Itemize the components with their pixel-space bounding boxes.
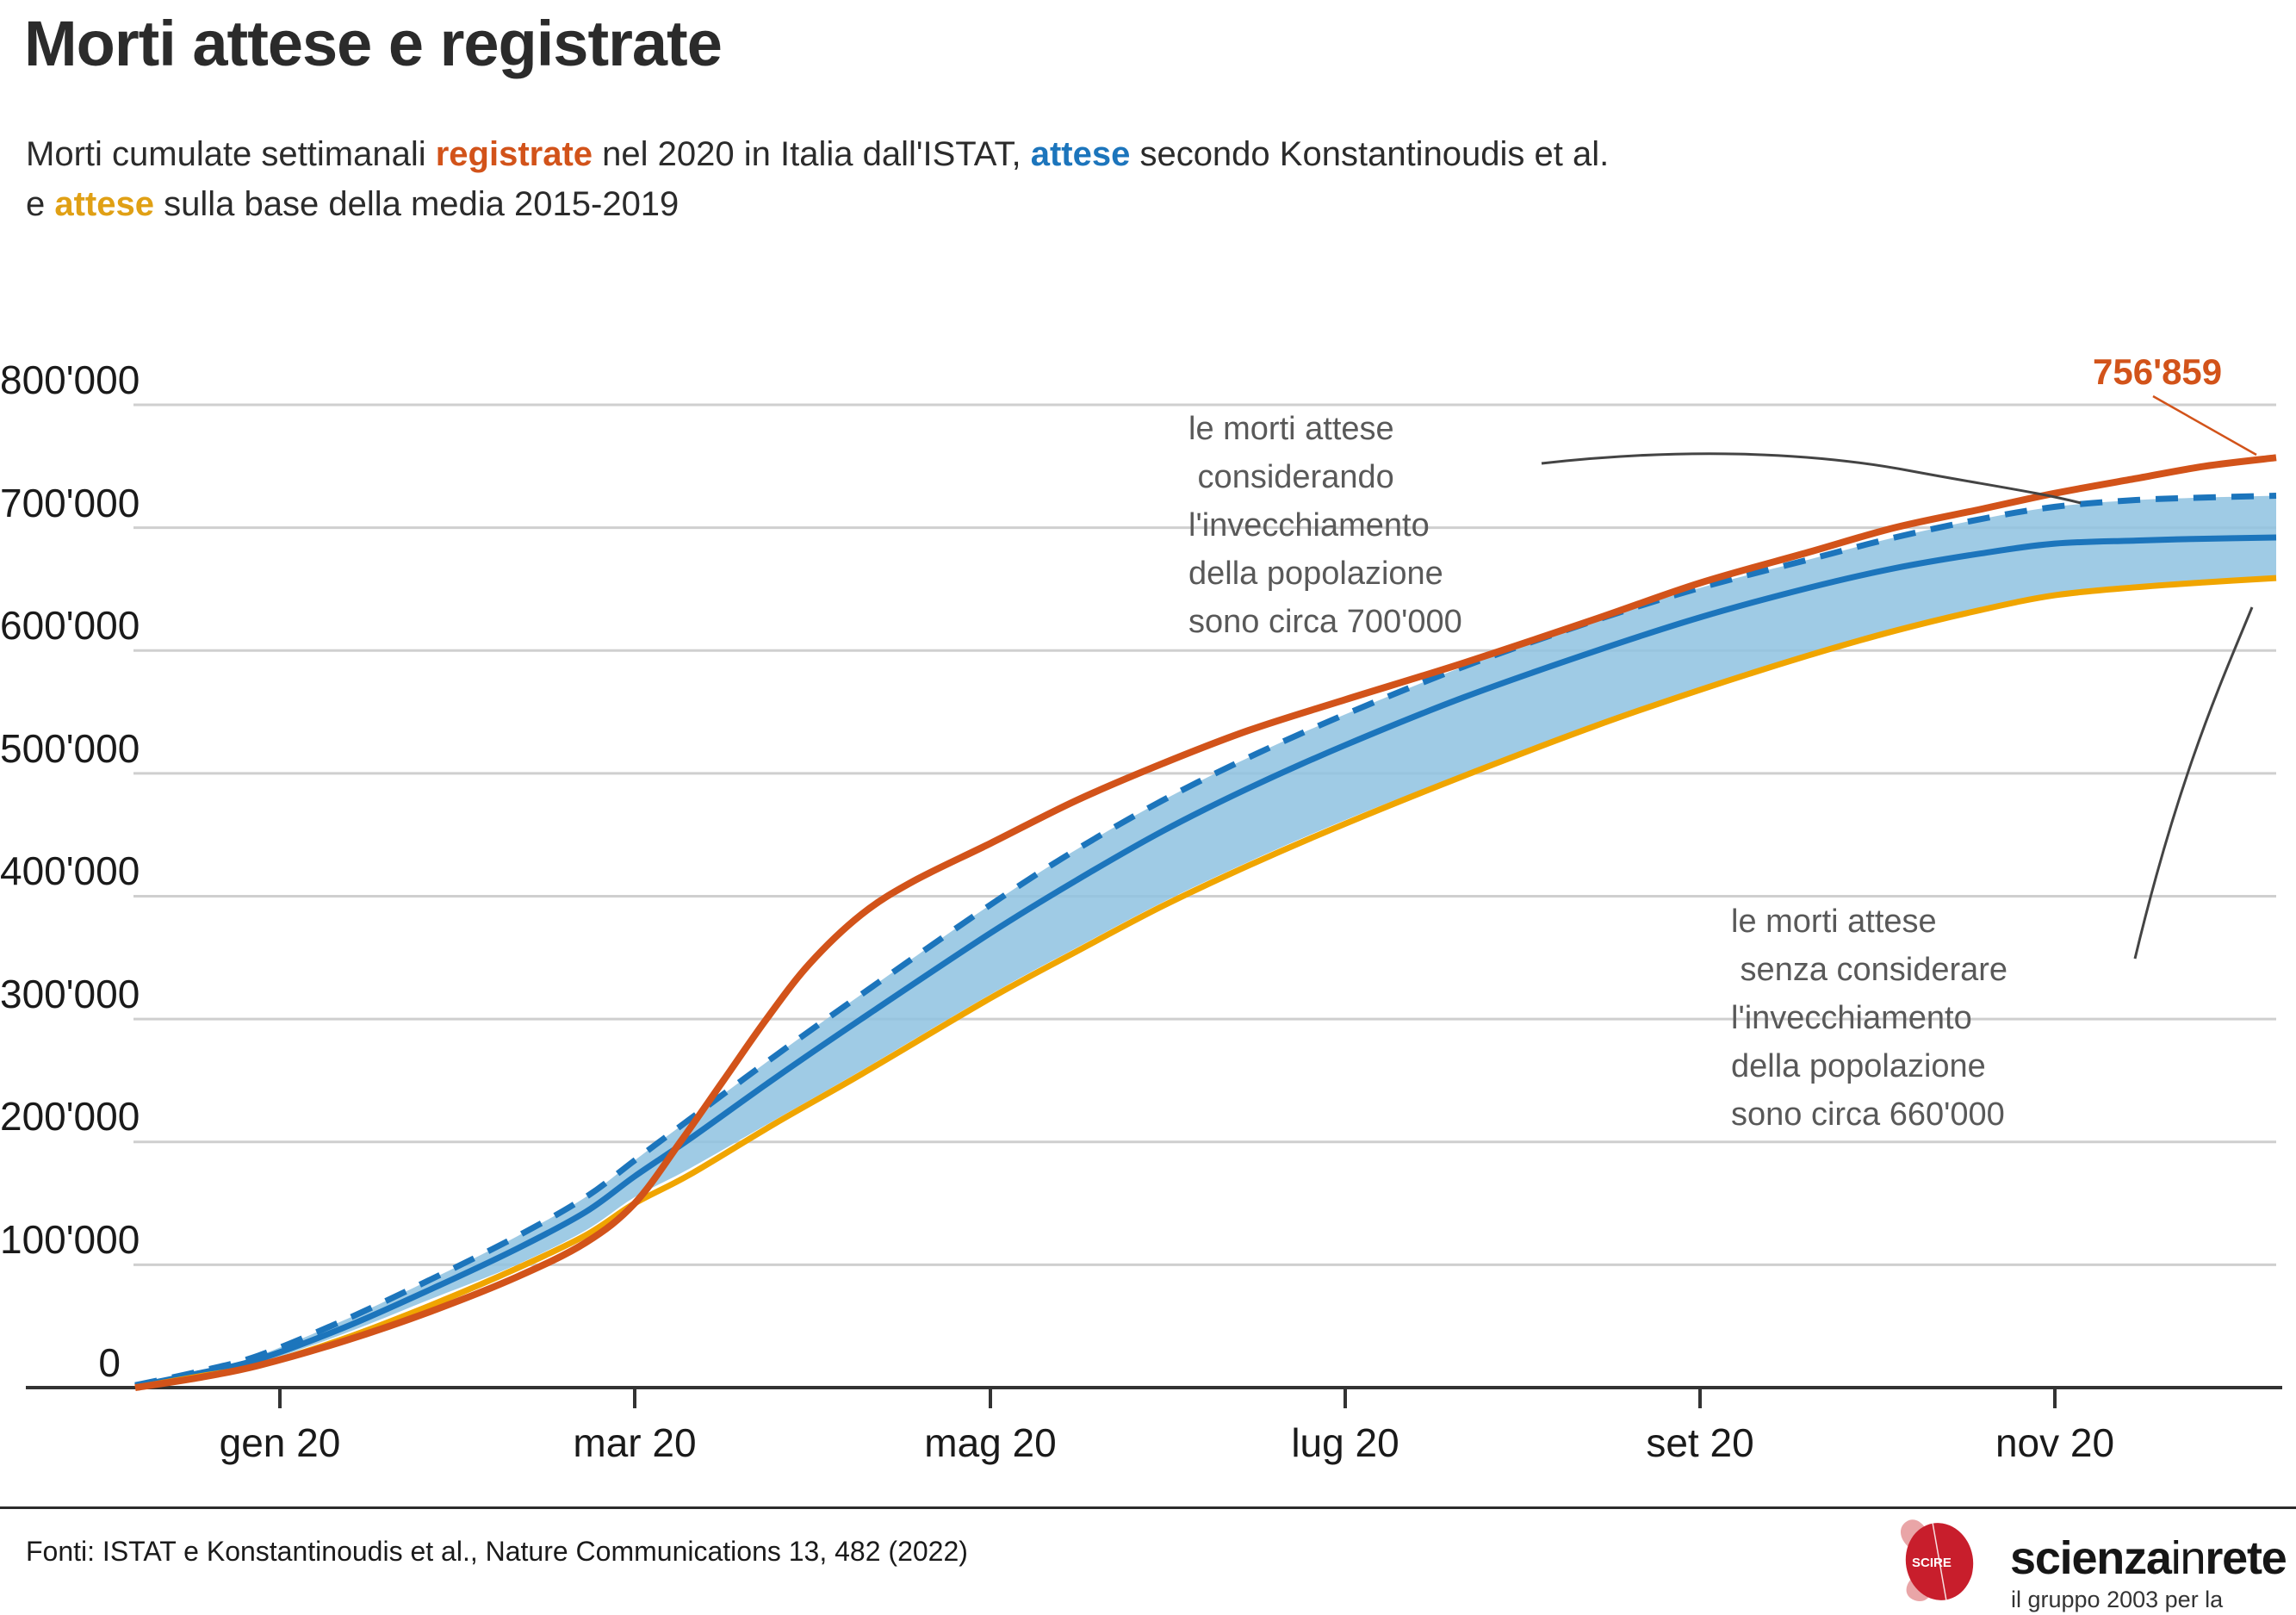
- svg-text:SCIRE: SCIRE: [1912, 1556, 1952, 1570]
